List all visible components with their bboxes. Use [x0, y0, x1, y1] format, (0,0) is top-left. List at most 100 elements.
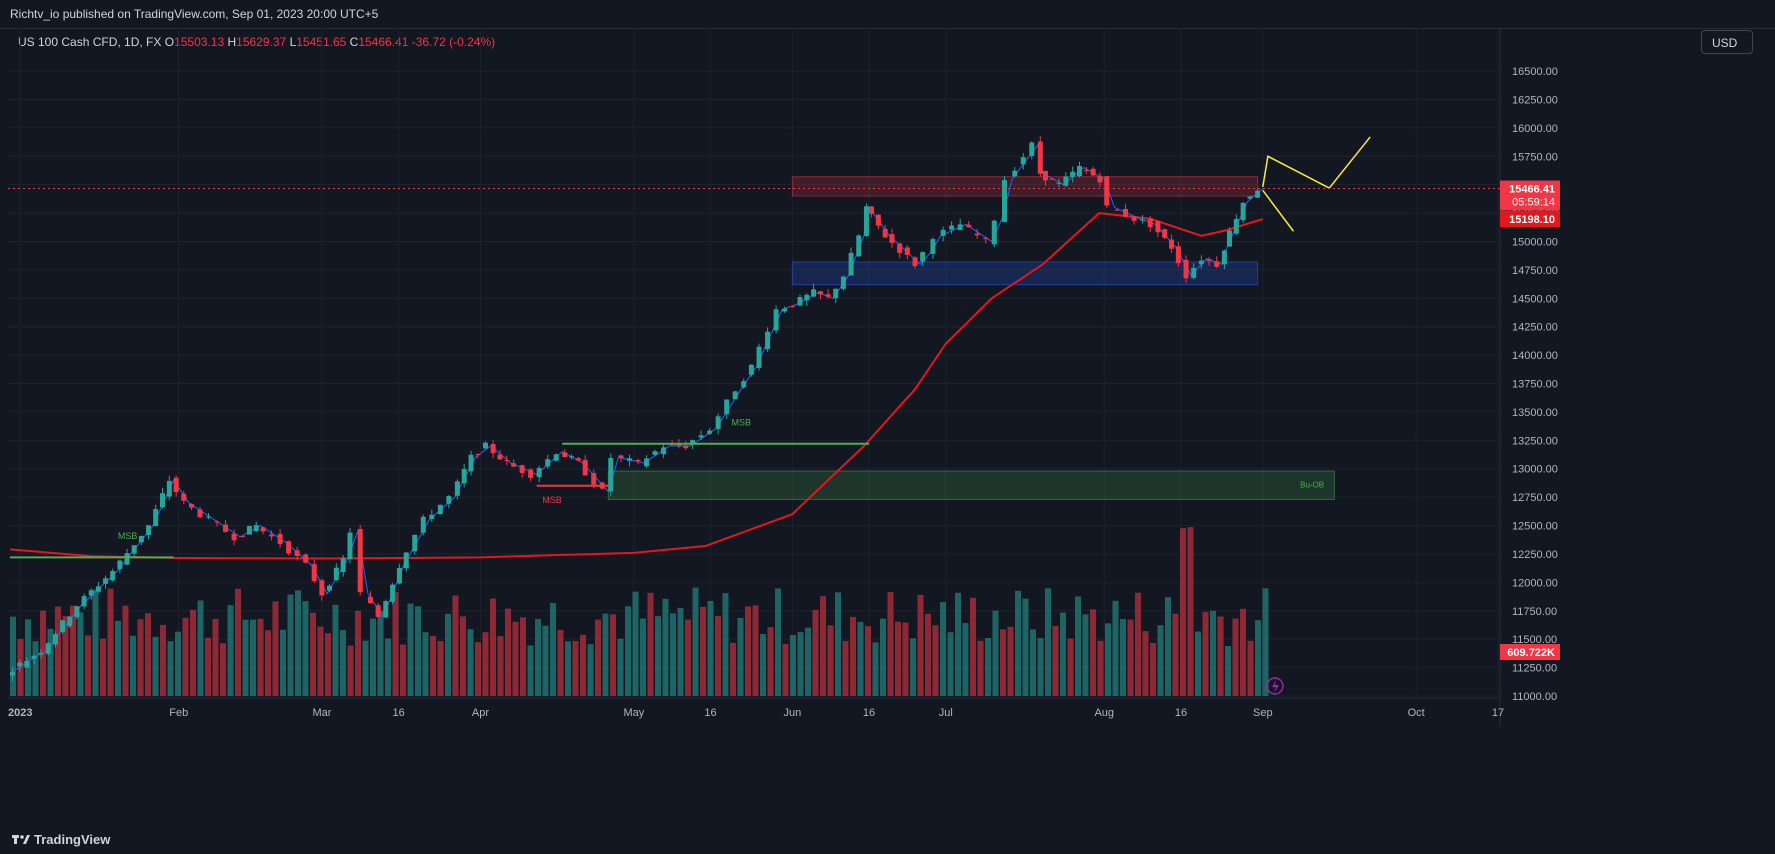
candle-body [1214, 261, 1220, 267]
volume-bar [385, 638, 391, 696]
candle-body [562, 452, 568, 458]
volume-bar [767, 627, 774, 696]
volume-bar [692, 587, 699, 696]
volume-bar [872, 642, 879, 696]
candle-body [1183, 259, 1189, 279]
candle-body [707, 430, 713, 434]
volume-bar [797, 632, 804, 696]
price-tick-label: 11000.00 [1512, 691, 1557, 703]
candle-body [991, 220, 997, 245]
candle-body [676, 443, 682, 446]
volume-bar [715, 615, 721, 696]
price-tick-label: 13250.00 [1512, 435, 1558, 447]
price-tick-label: 13750.00 [1512, 379, 1558, 391]
volume-bar [850, 616, 856, 696]
close-value: 15466.41 [358, 35, 409, 49]
volume-bar [62, 616, 69, 696]
volume-bar [782, 643, 789, 696]
msb-label: MSB [542, 495, 562, 505]
candle-body [246, 525, 252, 535]
volume-bar [520, 617, 526, 696]
volume-bar [640, 618, 646, 696]
volume-bar [400, 644, 406, 696]
candle-body [74, 606, 80, 617]
candle-body [286, 541, 292, 554]
candle-body [60, 620, 66, 633]
volume-bar [130, 635, 136, 696]
candle-body [840, 276, 846, 289]
candle-body [88, 590, 94, 596]
volume-bar [625, 606, 631, 696]
candle-body [277, 533, 283, 544]
volume-bar [250, 619, 256, 696]
volume-bar [1210, 610, 1216, 696]
price-tick-label: 12750.00 [1512, 492, 1558, 504]
candle-body [536, 468, 542, 478]
volume-bar [317, 626, 324, 696]
candle-body [390, 584, 396, 602]
candle-body [181, 493, 187, 501]
volume-bar [737, 617, 744, 696]
candle-body [582, 459, 588, 476]
candle-body [1226, 230, 1232, 247]
volume-bar [265, 630, 271, 696]
time-tick-label: May [623, 707, 644, 719]
time-tick-label: 2023 [8, 707, 32, 719]
volume-bar [1007, 626, 1014, 696]
candle-body [782, 308, 788, 312]
candle-body [375, 605, 381, 617]
volume-bar [460, 616, 466, 696]
candle-body [519, 465, 525, 473]
volume-bar [407, 603, 414, 696]
volume-bar [490, 598, 496, 696]
volume-bar [542, 625, 549, 696]
last-price-box [1500, 180, 1560, 211]
price-tick-label: 14000.00 [1512, 350, 1558, 362]
volume-bar [32, 641, 39, 696]
volume-bar [122, 605, 129, 696]
volume-bar [812, 610, 819, 696]
volume-bar [1247, 640, 1254, 696]
time-tick-label: 16 [704, 707, 716, 719]
volume-bar [1202, 611, 1209, 696]
price-tick-label: 12000.00 [1512, 577, 1558, 589]
candle-body [383, 601, 389, 618]
candle-body [482, 442, 488, 449]
candle-body [912, 257, 918, 267]
candle-body [52, 634, 58, 645]
candle-body [1175, 246, 1181, 264]
candle-body [24, 660, 30, 668]
volume-bar [655, 616, 661, 696]
volume-bar [347, 645, 354, 696]
currency-button[interactable]: USD [1701, 30, 1753, 54]
price-tick-label: 11750.00 [1512, 606, 1557, 618]
volume-bar [1232, 618, 1239, 696]
volume-bar [1172, 613, 1179, 696]
candle-body [575, 458, 581, 461]
volume-bar [647, 592, 654, 696]
candle-body [1037, 141, 1043, 174]
volume-bar [145, 613, 151, 696]
volume-bar [1045, 588, 1051, 696]
candle-body [67, 616, 73, 627]
candle-body [1114, 209, 1120, 211]
price-chart[interactable]: 16500.0016250.0016000.0015750.0015500.00… [0, 28, 1775, 826]
symbol-name[interactable]: US 100 Cash CFD, 1D, FX [18, 35, 162, 49]
candle-body [618, 455, 624, 458]
candle-body [124, 553, 130, 565]
volume-bar [167, 641, 174, 696]
volume-bar [370, 618, 376, 696]
candle-body [897, 243, 903, 253]
volume-bar [1157, 625, 1164, 696]
price-tick-label: 12250.00 [1512, 549, 1558, 561]
candle-body [206, 516, 212, 518]
volume-bar [1015, 590, 1021, 696]
candle-body [940, 229, 946, 236]
volume-bar [467, 629, 474, 696]
volume-bar [1082, 614, 1089, 696]
candle-body [817, 291, 823, 295]
volume-bar [610, 614, 616, 696]
candle-body [367, 596, 373, 604]
candle-body [412, 534, 418, 552]
candle-body [690, 440, 696, 445]
